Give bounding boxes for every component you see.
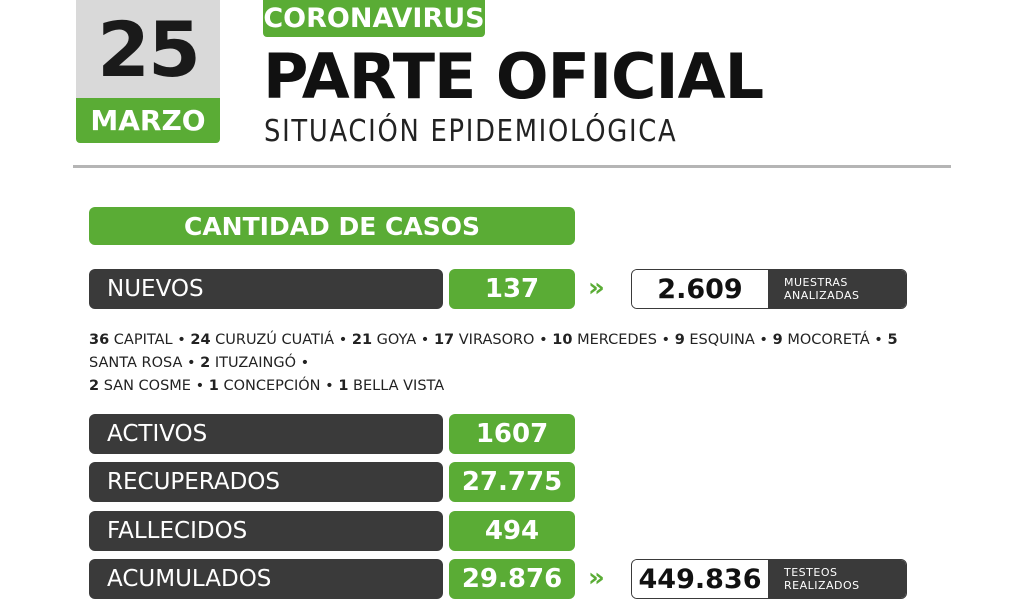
row-value-acumulados: 29.876 [449, 559, 575, 599]
breakdown-item: 10 MERCEDES [552, 332, 657, 348]
muestras-value: 2.609 [632, 270, 768, 308]
breakdown-place: VIRASORO [458, 332, 535, 348]
row-label-activos: ACTIVOS [89, 414, 443, 454]
row-value-fallecidos: 494 [449, 511, 575, 551]
breakdown-count: 1 [338, 378, 349, 394]
breakdown-item: 5 SANTA ROSA [89, 332, 898, 371]
row-label-acumulados: ACUMULADOS [89, 559, 443, 599]
breakdown-place: GOYA [376, 332, 417, 348]
date-day: 25 [76, 0, 220, 98]
breakdown-place: ITUZAINGÓ [214, 355, 296, 371]
muestras-label-line2: ANALIZADAS [784, 289, 860, 302]
breakdown-place: ESQUINA [689, 332, 755, 348]
breakdown-place: SANTA ROSA [89, 355, 183, 371]
testeos-box: 449.836 TESTEOS REALIZADOS [631, 559, 907, 599]
double-chevron-right-icon: » [588, 563, 605, 593]
row-label-fallecidos: FALLECIDOS [89, 511, 443, 551]
date-month: MARZO [76, 98, 220, 143]
breakdown-count: 9 [772, 332, 783, 348]
breakdown-place: CAPITAL [113, 332, 173, 348]
breakdown-item: 24 CURUZÚ CUATIÁ [190, 332, 334, 348]
breakdown-item: 1 CONCEPCIÓN [209, 378, 321, 394]
breakdown-item: 21 GOYA [352, 332, 416, 348]
breakdown-count: 2 [89, 378, 100, 394]
section-title: CANTIDAD DE CASOS [89, 207, 575, 245]
breakdown-count: 21 [351, 332, 373, 348]
breakdown-place: CURUZÚ CUATIÁ [215, 332, 335, 348]
row-value-recuperados: 27.775 [449, 462, 575, 502]
breakdown-count: 24 [190, 332, 211, 348]
testeos-label-line1: TESTEOS [784, 566, 838, 579]
breakdown-count: 17 [433, 332, 455, 348]
breakdown-count: 10 [552, 332, 573, 348]
row-value-activos: 1607 [449, 414, 575, 454]
breakdown-count: 1 [208, 378, 219, 394]
muestras-box: 2.609 MUESTRAS ANALIZADAS [631, 269, 907, 309]
page-subtitle: SITUACIÓN EPIDEMIOLÓGICA [264, 114, 678, 149]
breakdown-item: 17 VIRASORO [434, 332, 535, 348]
testeos-label-line2: REALIZADOS [784, 579, 860, 592]
breakdown-count: 2 [200, 355, 211, 371]
divider [73, 165, 951, 168]
breakdown-item: 9 MOCORETÁ [773, 332, 870, 348]
breakdown-item: 1 BELLA VISTA [338, 378, 444, 394]
breakdown-place: MOCORETÁ [787, 332, 870, 348]
breakdown-item: 2 SAN COSME [89, 378, 191, 394]
breakdown-count: 5 [887, 332, 898, 348]
row-label-nuevos: NUEVOS [89, 269, 443, 309]
breakdown-place: CONCEPCIÓN [223, 378, 321, 394]
header-tag: CORONAVIRUS [263, 0, 485, 37]
breakdown-place: MERCEDES [577, 332, 657, 348]
double-chevron-right-icon: » [588, 273, 605, 303]
muestras-label: MUESTRAS ANALIZADAS [768, 270, 906, 308]
breakdown-count: 36 [89, 332, 110, 348]
row-value-nuevos: 137 [449, 269, 575, 309]
testeos-label: TESTEOS REALIZADOS [768, 560, 906, 598]
cases-breakdown: 36 CAPITAL • 24 CURUZÚ CUATIÁ • 21 GOYA … [89, 332, 898, 394]
testeos-value: 449.836 [632, 560, 768, 598]
breakdown-item: 2 ITUZAINGÓ [200, 355, 296, 371]
row-label-recuperados: RECUPERADOS [89, 462, 443, 502]
breakdown-item: 9 ESQUINA [675, 332, 755, 348]
breakdown-count: 9 [674, 332, 685, 348]
breakdown-place: SAN COSME [103, 378, 191, 394]
page-title: PARTE OFICIAL [263, 40, 764, 113]
muestras-label-line1: MUESTRAS [784, 276, 848, 289]
breakdown-place: BELLA VISTA [353, 378, 445, 394]
breakdown-item: 36 CAPITAL [89, 332, 173, 348]
